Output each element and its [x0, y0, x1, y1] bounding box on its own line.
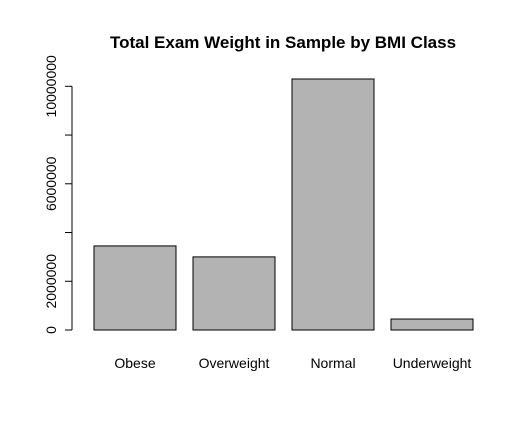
x-category-label: Normal	[310, 355, 355, 371]
x-category-label: Underweight	[393, 355, 472, 371]
chart-title: Total Exam Weight in Sample by BMI Class	[110, 33, 456, 52]
y-tick-label: 10000000	[43, 55, 59, 118]
bar-underweight	[390, 318, 474, 331]
bars	[93, 78, 474, 331]
x-category-label: Overweight	[199, 355, 270, 371]
bar-normal	[291, 78, 375, 331]
x-category-label: Obese	[114, 355, 155, 371]
bar-overweight	[192, 256, 276, 331]
bar-obese	[93, 245, 177, 331]
y-tick-label: 0	[43, 326, 59, 334]
y-axis: 0 2000000 6000000 10000000	[43, 55, 73, 334]
y-tick-label: 2000000	[43, 254, 59, 309]
x-axis-labels: Obese Overweight Normal Underweight	[114, 355, 471, 371]
y-tick-label: 6000000	[43, 156, 59, 211]
